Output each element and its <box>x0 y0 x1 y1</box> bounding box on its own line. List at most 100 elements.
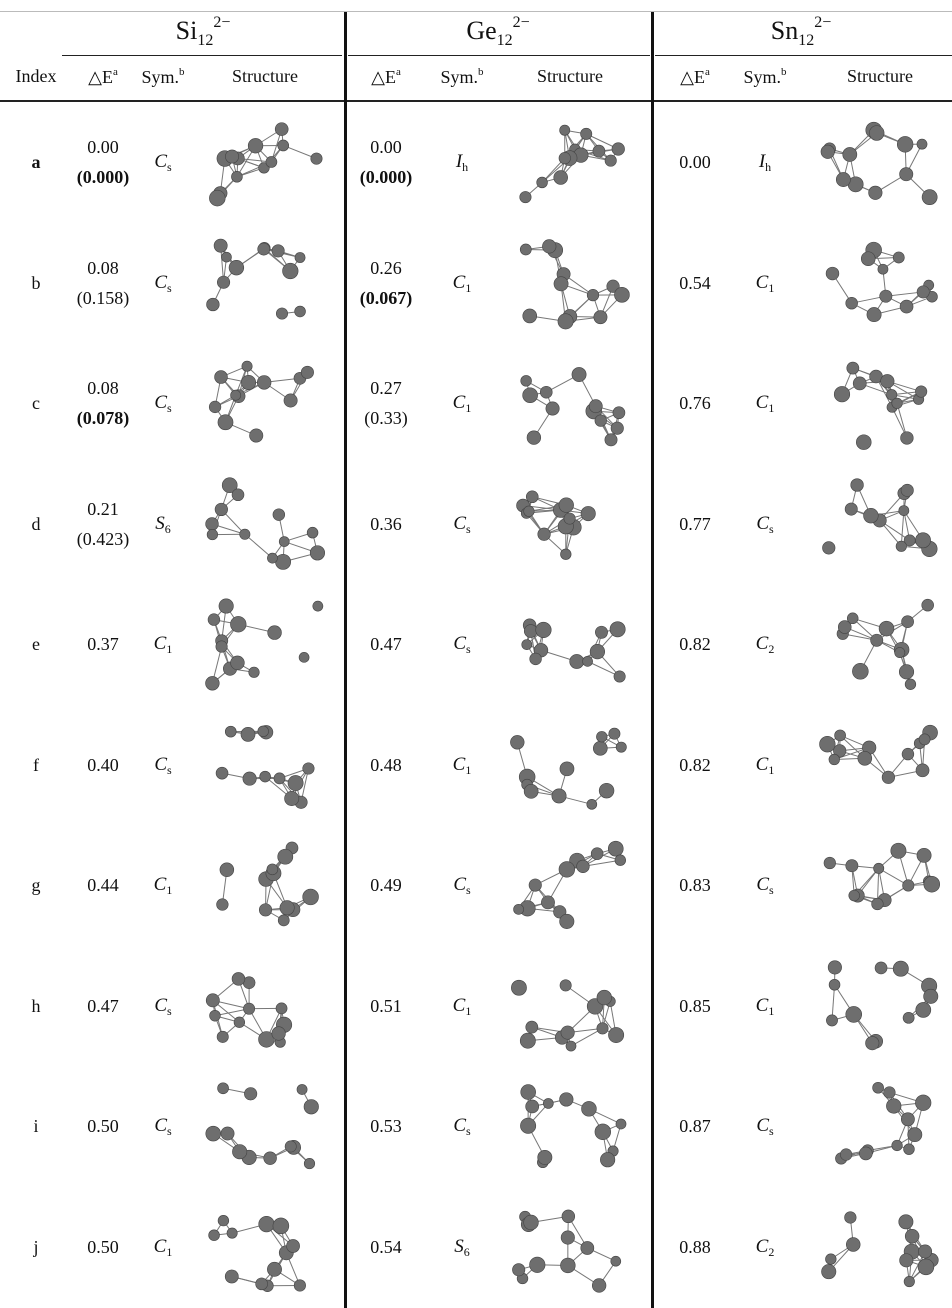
cluster-structure <box>200 113 330 213</box>
energy: 0.88 <box>679 1237 711 1258</box>
symmetry: Cs <box>154 754 171 778</box>
symmetry-letter: C <box>154 1236 167 1257</box>
symmetry-subscript: s <box>167 763 172 777</box>
symmetry: C1 <box>756 272 775 296</box>
energy: 0.87 <box>679 1116 711 1137</box>
symmetry-letter: C <box>453 272 466 293</box>
footnote-mark: b <box>179 66 185 78</box>
energy-alt: (0.000) <box>360 167 413 188</box>
row-index: j <box>33 1237 38 1258</box>
symmetry-subscript: s <box>167 160 172 174</box>
symmetry: C1 <box>453 392 472 416</box>
cluster-structure <box>505 1198 635 1298</box>
symmetry: Cs <box>756 874 773 898</box>
cluster-structure <box>200 716 330 816</box>
cluster-structure <box>505 1077 635 1177</box>
column-header: Structure <box>232 66 298 87</box>
group-header: Ge122− <box>466 14 529 50</box>
symmetry-letter: C <box>453 392 466 413</box>
symmetry-letter: C <box>154 1115 167 1136</box>
element: Sn <box>771 16 798 45</box>
cluster-structure <box>200 836 330 936</box>
column-header: Sym.b <box>743 66 786 88</box>
subscript: 12 <box>798 32 814 49</box>
cluster-structure <box>200 1077 330 1177</box>
energy-alt: (0.000) <box>77 167 130 188</box>
energy: 0.26 <box>370 258 402 279</box>
column-header: Structure <box>847 66 913 87</box>
symmetry-subscript: 1 <box>465 401 471 415</box>
symmetry-letter: C <box>453 874 466 895</box>
cluster-structure <box>815 836 945 936</box>
cluster-structure <box>505 957 635 1057</box>
energy-alt: (0.078) <box>77 408 130 429</box>
symmetry: Cs <box>154 151 171 175</box>
symmetry-letter: C <box>453 995 466 1016</box>
symmetry-subscript: 1 <box>166 1245 172 1259</box>
cluster-structure <box>200 1198 330 1298</box>
energy: 0.48 <box>370 755 402 776</box>
cluster-structure <box>505 234 635 334</box>
cluster-structure <box>200 595 330 695</box>
cluster-structure <box>815 113 945 213</box>
footnote-mark: b <box>781 66 787 78</box>
symmetry-subscript: s <box>167 1004 172 1018</box>
symmetry-letter: C <box>154 995 167 1016</box>
cluster-structure <box>815 716 945 816</box>
symmetry-subscript: 2 <box>768 1245 774 1259</box>
symmetry-subscript: 1 <box>166 642 172 656</box>
energy: 0.50 <box>87 1116 119 1137</box>
symmetry: C1 <box>453 754 472 778</box>
symmetry-letter: C <box>756 633 769 654</box>
symmetry-subscript: s <box>466 1124 471 1138</box>
symmetry-letter: C <box>756 1115 769 1136</box>
energy: 0.49 <box>370 875 402 896</box>
symmetry: Ih <box>456 151 468 175</box>
group-header: Si122− <box>176 14 231 50</box>
superscript: 2− <box>513 14 530 31</box>
symmetry: C1 <box>154 1236 173 1260</box>
energy: 0.51 <box>370 996 402 1017</box>
symmetry-subscript: s <box>167 401 172 415</box>
symmetry-subscript: h <box>765 160 771 174</box>
cluster-structure <box>815 354 945 454</box>
cluster-structure <box>200 234 330 334</box>
column-header: Sym.b <box>141 66 184 88</box>
energy: 0.82 <box>679 634 711 655</box>
header-text: Sym. <box>141 67 179 87</box>
group-rule <box>655 55 952 56</box>
row-index: i <box>33 1116 38 1137</box>
element: Si <box>176 16 198 45</box>
symmetry: C1 <box>453 995 472 1019</box>
footnote-mark: a <box>705 66 710 78</box>
element: Ge <box>466 16 496 45</box>
symmetry-subscript: s <box>167 281 172 295</box>
symmetry-letter: C <box>453 513 466 534</box>
energy: 0.53 <box>370 1116 402 1137</box>
symmetry: C1 <box>453 272 472 296</box>
footnote-mark: a <box>113 66 118 78</box>
row-index: e <box>32 634 40 655</box>
symmetry-letter: C <box>453 754 466 775</box>
symmetry-letter: C <box>453 633 466 654</box>
symmetry-subscript: 6 <box>165 522 171 536</box>
column-header: △Ea <box>371 66 401 88</box>
group-rule <box>62 55 342 56</box>
symmetry: C1 <box>154 874 173 898</box>
symmetry: C1 <box>756 392 775 416</box>
header-text: △E <box>88 67 113 87</box>
cluster-structure <box>505 595 635 695</box>
cluster-structure <box>815 234 945 334</box>
row-index: f <box>33 755 39 776</box>
symmetry: Cs <box>453 633 470 657</box>
energy: 0.27 <box>370 378 402 399</box>
symmetry: C1 <box>756 995 775 1019</box>
energy: 0.44 <box>87 875 119 896</box>
subscript: 12 <box>497 32 513 49</box>
cluster-structure <box>200 475 330 575</box>
symmetry: Cs <box>154 1115 171 1139</box>
energy-alt: (0.423) <box>77 529 130 550</box>
cluster-structure <box>505 354 635 454</box>
energy: 0.47 <box>87 996 119 1017</box>
symmetry-letter: C <box>154 151 167 172</box>
